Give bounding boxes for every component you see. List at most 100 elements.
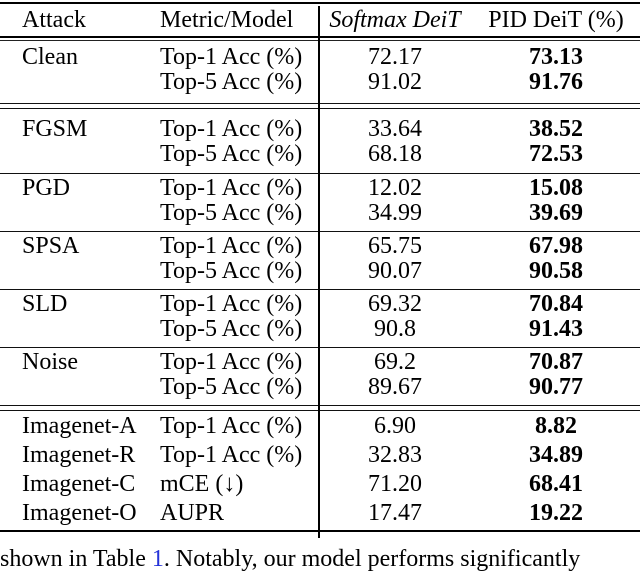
cell-metric: Top-1 Acc (%): [160, 413, 303, 440]
cell-pid: 34.89: [529, 442, 583, 469]
table-row: Noise Top-1 Acc (%) 69.2 70.87: [0, 348, 640, 376]
cell-attack: SLD: [22, 290, 68, 317]
cell-attack: Clean: [22, 43, 78, 70]
table-section: Clean Top-1 Acc (%) 72.17 73.13 Top-5 Acc (%…: [0, 41, 640, 103]
caption-text-pre: shown in Table: [0, 546, 152, 571]
results-table: Attack Metric/Model Softmax DeiT PID Dei…: [0, 2, 640, 538]
cell-pid: 70.87: [529, 348, 583, 375]
cell-attack: Imagenet-O: [22, 500, 137, 527]
table-section: FGSM Top-1 Acc (%) 33.64 38.52 Top-5 Acc (%)…: [0, 109, 640, 173]
cell-softmax: 17.47: [368, 500, 422, 527]
cell-softmax: 91.02: [368, 69, 422, 95]
header-double-rule: [0, 36, 640, 41]
cell-attack: PGD: [22, 174, 71, 201]
cell-metric: Top-5 Acc (%): [160, 69, 303, 95]
header-attack: Attack: [22, 7, 86, 33]
table-row: Imagenet-C mCE (↓) 71.20 68.41: [0, 470, 640, 499]
cell-attack: Noise: [22, 348, 78, 375]
cell-softmax: 71.20: [368, 471, 422, 498]
cell-metric: AUPR: [160, 500, 225, 527]
table-section: PGD Top-1 Acc (%) 12.02 15.08 Top-5 Acc (%) 3…: [0, 174, 640, 231]
cell-pid: 15.08: [529, 174, 583, 201]
cell-attack: Imagenet-R: [22, 442, 136, 469]
cell-metric: Top-5 Acc (%): [160, 316, 303, 343]
cell-pid: 68.41: [529, 471, 583, 498]
cell-metric: Top-1 Acc (%): [160, 232, 303, 259]
cell-softmax: 68.18: [368, 141, 422, 168]
table-row: Top-5 Acc (%) 68.18 72.53: [0, 142, 640, 168]
table-row: Top-5 Acc (%) 89.67 90.77: [0, 375, 640, 401]
cell-pid: 39.69: [529, 200, 583, 227]
table-row: Imagenet-A Top-1 Acc (%) 6.90 8.82: [0, 412, 640, 441]
table-row: Top-5 Acc (%) 91.02 91.76: [0, 69, 640, 96]
header-metric-model: Metric/Model: [160, 7, 294, 33]
cell-metric: Top-5 Acc (%): [160, 258, 303, 285]
cell-softmax: 65.75: [368, 232, 422, 259]
table-ref-link[interactable]: 1: [151, 546, 164, 571]
cell-pid: 8.82: [535, 413, 577, 440]
cell-attack: [0, 317, 160, 343]
cell-pid: 91.76: [529, 69, 583, 95]
table-row: Imagenet-R Top-1 Acc (%) 32.83 34.89: [0, 441, 640, 470]
header-softmax-deit: Softmax DeiT: [329, 7, 461, 33]
table-header-row: Attack Metric/Model Softmax DeiT PID Dei…: [0, 4, 640, 36]
cell-pid: 19.22: [529, 500, 583, 527]
section-rule: [0, 346, 640, 348]
table-row: Top-5 Acc (%) 90.07 90.58: [0, 259, 640, 285]
section-double-rule: [0, 404, 640, 412]
cell-pid: 73.13: [529, 43, 583, 70]
cell-pid: 70.84: [529, 290, 583, 317]
cell-softmax: 90.8: [374, 316, 416, 343]
cell-softmax: 69.2: [374, 348, 416, 375]
table-section: Noise Top-1 Acc (%) 69.2 70.87 Top-5 Acc (%)…: [0, 348, 640, 405]
cell-softmax: 69.32: [368, 290, 422, 317]
cell-attack: [0, 142, 160, 168]
section-rule: [0, 230, 640, 232]
cell-metric: Top-5 Acc (%): [160, 374, 303, 401]
cell-softmax: 72.17: [368, 43, 422, 70]
cell-pid: 38.52: [529, 115, 583, 142]
cell-metric: Top-1 Acc (%): [160, 43, 303, 70]
table-row: Imagenet-O AUPR 17.47 19.22: [0, 499, 640, 528]
cell-softmax: 33.64: [368, 115, 422, 142]
cell-pid: 90.77: [529, 374, 583, 401]
cell-attack: Imagenet-C: [22, 471, 136, 498]
cell-pid: 67.98: [529, 232, 583, 259]
table-row: Top-5 Acc (%) 34.99 39.69: [0, 201, 640, 227]
cell-pid: 72.53: [529, 141, 583, 168]
cell-metric: Top-5 Acc (%): [160, 200, 303, 227]
cell-metric: mCE (↓): [160, 471, 244, 498]
table-row: FGSM Top-1 Acc (%) 33.64 38.52: [0, 115, 640, 143]
table-section: Imagenet-A Top-1 Acc (%) 6.90 8.82 Imagenet-…: [0, 411, 640, 530]
cell-attack: Imagenet-A: [22, 413, 137, 440]
cell-softmax: 12.02: [368, 174, 422, 201]
section-rule: [0, 172, 640, 174]
section-rule: [0, 288, 640, 290]
cell-softmax: 90.07: [368, 258, 422, 285]
table-rule-bottom: [0, 530, 640, 533]
table-row: Top-5 Acc (%) 90.8 91.43: [0, 317, 640, 343]
cell-metric: Top-1 Acc (%): [160, 442, 303, 469]
caption-text-post: . Notably, our model performs significan…: [163, 546, 581, 571]
table-section: SPSA Top-1 Acc (%) 65.75 67.98 Top-5 Acc (%)…: [0, 232, 640, 289]
section-double-rule: [0, 102, 640, 110]
cell-metric: Top-1 Acc (%): [160, 290, 303, 317]
table-row: SLD Top-1 Acc (%) 69.32 70.84: [0, 290, 640, 318]
cell-softmax: 6.90: [374, 413, 416, 440]
table-body: Clean Top-1 Acc (%) 72.17 73.13 Top-5 Acc (%…: [0, 41, 640, 530]
cell-attack: [0, 259, 160, 285]
cell-metric: Top-1 Acc (%): [160, 115, 303, 142]
cell-softmax: 34.99: [368, 200, 422, 227]
header-pid-deit: PID DeiT (%): [488, 7, 624, 33]
cell-attack: [0, 375, 160, 401]
cell-metric: Top-1 Acc (%): [160, 348, 303, 375]
cell-attack: [0, 201, 160, 227]
column-separator-line: [318, 6, 320, 538]
cell-metric: Top-1 Acc (%): [160, 174, 303, 201]
cell-attack: FGSM: [22, 115, 88, 142]
cell-attack: [0, 70, 160, 96]
table-row: SPSA Top-1 Acc (%) 65.75 67.98: [0, 232, 640, 260]
table-row: Clean Top-1 Acc (%) 72.17 73.13: [0, 43, 640, 71]
cell-softmax: 89.67: [368, 374, 422, 401]
